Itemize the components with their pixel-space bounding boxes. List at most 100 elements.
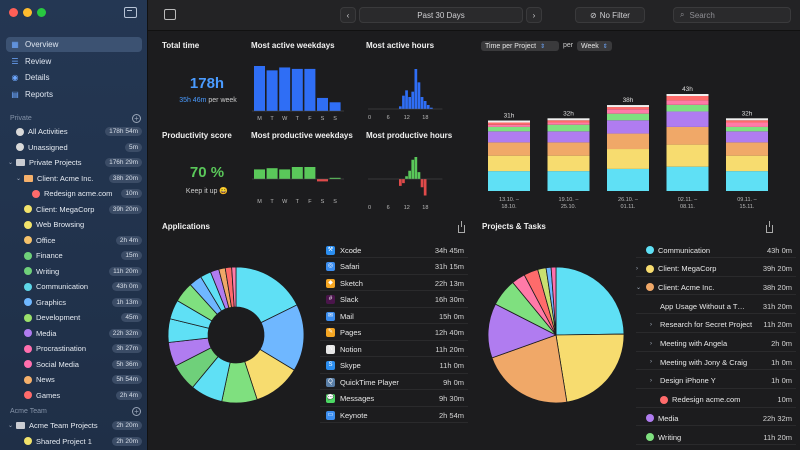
project-row[interactable]: › Design iPhone Y 1h 0m	[636, 374, 796, 389]
application-row[interactable]: 💬 Messages 9h 30m	[320, 392, 468, 407]
disclosure-chevron-icon[interactable]: ⌄	[636, 284, 642, 291]
folder-icon	[16, 159, 25, 166]
pie-slice[interactable]	[555, 266, 625, 336]
share-icon[interactable]	[458, 221, 465, 233]
nav-review[interactable]: ☰ Review	[6, 54, 142, 69]
application-row[interactable]: ▭ Keynote 2h 54m	[320, 408, 468, 423]
sidebar-project-row[interactable]: Shared Project 1 2h 20m	[0, 434, 148, 449]
weekday-tick-label: M	[257, 199, 262, 205]
sidebar-project-row[interactable]: News 5h 54m	[0, 372, 148, 387]
nav-overview[interactable]: ▦ Overview	[6, 37, 142, 52]
stacked-bar-segment	[488, 122, 530, 125]
project-row[interactable]: ⌄ Client: Acme Inc. 38h 20m	[636, 280, 796, 296]
sidebar-project-label: Web Browsing	[36, 220, 85, 229]
color-dot-icon	[646, 264, 654, 273]
calendar-icon[interactable]	[164, 9, 176, 20]
application-row[interactable]: ◆ Sketch 22h 13m	[320, 276, 468, 291]
share-icon[interactable]	[766, 221, 773, 233]
search-input[interactable]: ⌕ Search	[673, 7, 791, 23]
sidebar-project-row[interactable]: Office 2h 4m	[0, 233, 148, 248]
sidebar-project-row[interactable]: Redesign acme.com 10m	[0, 186, 148, 201]
sidebar-project-row[interactable]: ⌄ Client: Acme Inc. 38h 20m	[0, 171, 148, 186]
disclosure-chevron-icon[interactable]: ›	[650, 359, 652, 366]
sidebar-project-row[interactable]: ⌄ Private Projects 176h 29m	[0, 155, 148, 170]
application-row[interactable]: ◎ Safari 31h 15m	[320, 260, 468, 275]
sidebar-project-row[interactable]: ⌄ Acme Team Projects 2h 20m	[0, 418, 148, 433]
pie-slice[interactable]	[487, 303, 558, 359]
project-time: 38h 20m	[762, 282, 792, 292]
application-row[interactable]: N Notion 11h 20m	[320, 342, 468, 357]
sidebar-project-row[interactable]: Writing 11h 20m	[0, 264, 148, 279]
sidebar-project-row[interactable]: Client: MegaCorp 39h 20m	[0, 202, 148, 217]
disclosure-chevron-icon[interactable]: ⌄	[16, 175, 22, 182]
time-per-selector[interactable]: Time per Project ⇕	[481, 41, 559, 51]
pie-slice[interactable]	[555, 333, 625, 403]
sidebar-project-row[interactable]: Media 22h 32m	[0, 326, 148, 341]
productivity-message: Keep it up 😄	[185, 188, 229, 195]
sidebar-project-row[interactable]: Graphics 1h 13m	[0, 295, 148, 310]
disclosure-chevron-icon[interactable]: ›	[650, 377, 652, 384]
color-dot-icon	[646, 414, 654, 423]
weekday-tick-label: S	[321, 199, 325, 205]
project-row[interactable]: › Client: MegaCorp 39h 20m	[636, 262, 796, 277]
project-row[interactable]: App Usage Without a T… 31h 20m	[636, 299, 796, 315]
hour-bar-chart: 0 6 12 18	[368, 157, 443, 211]
sidebar-project-row[interactable]: All Activities 178h 54m	[0, 124, 148, 139]
application-time: 2h 54m	[438, 410, 464, 420]
application-time: 15h 0m	[438, 311, 464, 321]
sidebar-project-row[interactable]: Web Browsing	[0, 217, 148, 232]
new-window-icon[interactable]	[124, 7, 137, 18]
weekday-bar	[317, 179, 328, 182]
project-time: 31h 20m	[762, 301, 792, 311]
nav-details[interactable]: ◉ Details	[6, 70, 142, 85]
sidebar-project-row[interactable]: Procrastination 3h 27m	[0, 341, 148, 356]
pie-slice[interactable]	[491, 334, 568, 404]
project-row[interactable]: › Meeting with Jony & Craig 1h 0m	[636, 355, 796, 371]
sidebar-project-row[interactable]: Finance 15m	[0, 248, 148, 263]
application-row[interactable]: ✉ Mail 15h 0m	[320, 309, 468, 324]
project-time: 11h 20m	[763, 432, 792, 442]
disclosure-chevron-icon[interactable]: ⌄	[8, 160, 14, 166]
application-row[interactable]: S Skype 11h 0m	[320, 359, 468, 374]
time-unit-selector[interactable]: Week ⇕	[577, 41, 612, 51]
pie-slice[interactable]	[550, 266, 557, 336]
previous-period-button[interactable]: ‹	[340, 7, 356, 23]
project-time: 22h 32m	[762, 413, 792, 423]
sidebar-project-row[interactable]: Games 2h 4m	[0, 388, 148, 403]
project-row[interactable]: Communication 43h 0m	[636, 243, 796, 258]
filter-button[interactable]: ⊘ No Filter	[575, 7, 645, 23]
hour-bar	[414, 157, 418, 179]
disclosure-chevron-icon[interactable]: ›	[650, 321, 652, 328]
project-row[interactable]: Redesign acme.com 10m	[636, 393, 796, 408]
disclosure-chevron-icon[interactable]: ⌄	[8, 423, 14, 429]
add-private-project-button[interactable]: +	[132, 114, 141, 123]
disclosure-chevron-icon[interactable]: ›	[650, 340, 652, 347]
chevron-updown-icon: ⇕	[540, 43, 546, 50]
application-row[interactable]: Q QuickTime Player 9h 0m	[320, 375, 468, 390]
add-team-project-button[interactable]: +	[132, 407, 141, 416]
sidebar-project-row[interactable]: Development 45m	[0, 310, 148, 325]
zoom-window-button[interactable]	[37, 8, 46, 17]
keynote-icon: ▭	[326, 410, 335, 420]
sidebar-project-row[interactable]: Social Media 5h 36m	[0, 357, 148, 372]
next-period-button[interactable]: ›	[526, 7, 542, 23]
sidebar-project-row[interactable]: Unassigned 5m	[0, 140, 148, 155]
close-window-button[interactable]	[9, 8, 18, 17]
period-selector[interactable]: Past 30 Days	[359, 7, 523, 23]
disclosure-chevron-icon[interactable]: ›	[636, 265, 638, 272]
stacked-bar-segment	[488, 142, 530, 156]
project-row[interactable]: Media 22h 32m	[636, 411, 796, 427]
application-row[interactable]: # Slack 16h 30m	[320, 293, 468, 308]
color-dot-icon	[32, 189, 40, 198]
project-row[interactable]: › Research for Secret Project 11h 20m	[636, 318, 796, 333]
sidebar-project-row[interactable]: Communication 43h 0m	[0, 279, 148, 294]
weekday-tick-label: M	[257, 116, 262, 122]
application-row[interactable]: ✎ Pages 12h 40m	[320, 326, 468, 341]
application-row[interactable]: ⚒ Xcode 34h 45m	[320, 243, 468, 258]
time-badge: 178h 54m	[105, 127, 142, 136]
project-row[interactable]: Writing 11h 20m	[636, 430, 796, 445]
nav-reports[interactable]: ▤ Reports	[6, 87, 142, 102]
project-row[interactable]: › Meeting with Angela 2h 0m	[636, 337, 796, 352]
minimize-window-button[interactable]	[23, 8, 32, 17]
